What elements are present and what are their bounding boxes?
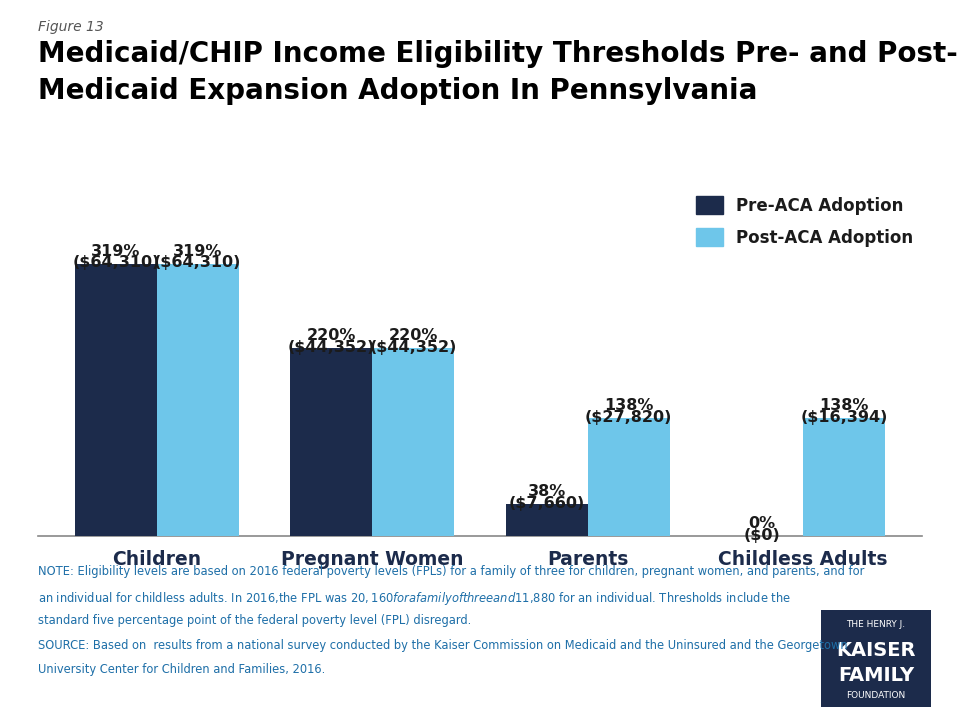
Text: 319%: 319% bbox=[91, 243, 140, 258]
Text: 138%: 138% bbox=[604, 398, 654, 413]
Bar bbox=[291, 348, 372, 536]
Bar bbox=[156, 264, 239, 536]
Bar bbox=[588, 418, 669, 536]
Text: standard five percentage point of the federal poverty level (FPL) disregard.: standard five percentage point of the fe… bbox=[38, 614, 471, 627]
Bar bbox=[75, 264, 156, 536]
Bar bbox=[372, 348, 454, 536]
Text: 0%: 0% bbox=[749, 516, 776, 531]
Text: ($7,660): ($7,660) bbox=[509, 496, 585, 510]
Text: 38%: 38% bbox=[528, 484, 565, 499]
Text: an individual for childless adults. In 2016,the FPL was $20,160 for a family of : an individual for childless adults. In 2… bbox=[38, 590, 792, 607]
Bar bbox=[506, 504, 588, 536]
Text: THE HENRY J.: THE HENRY J. bbox=[847, 619, 905, 629]
Text: ($64,310): ($64,310) bbox=[72, 256, 159, 271]
Text: ($44,352): ($44,352) bbox=[288, 340, 375, 355]
Text: FAMILY: FAMILY bbox=[838, 666, 914, 685]
Text: 220%: 220% bbox=[306, 328, 356, 343]
Text: 319%: 319% bbox=[173, 243, 223, 258]
Text: Medicaid/CHIP Income Eligibility Thresholds Pre- and Post-: Medicaid/CHIP Income Eligibility Thresho… bbox=[38, 40, 958, 68]
Text: KAISER: KAISER bbox=[836, 641, 916, 660]
Bar bbox=[804, 418, 885, 536]
Legend: Pre-ACA Adoption, Post-ACA Adoption: Pre-ACA Adoption, Post-ACA Adoption bbox=[696, 196, 913, 246]
Text: 220%: 220% bbox=[389, 328, 438, 343]
Text: Figure 13: Figure 13 bbox=[38, 20, 104, 34]
Text: 138%: 138% bbox=[820, 398, 869, 413]
Text: ($64,310): ($64,310) bbox=[155, 256, 242, 271]
Text: ($27,820): ($27,820) bbox=[585, 410, 672, 426]
Text: ($16,394): ($16,394) bbox=[801, 410, 888, 426]
Text: University Center for Children and Families, 2016.: University Center for Children and Famil… bbox=[38, 663, 325, 676]
Text: ($44,352): ($44,352) bbox=[370, 340, 457, 355]
Text: SOURCE: Based on  results from a national survey conducted by the Kaiser Commiss: SOURCE: Based on results from a national… bbox=[38, 639, 848, 652]
Text: Medicaid Expansion Adoption In Pennsylvania: Medicaid Expansion Adoption In Pennsylva… bbox=[38, 77, 757, 105]
Text: NOTE: Eligibility levels are based on 2016 federal poverty levels (FPLs) for a f: NOTE: Eligibility levels are based on 20… bbox=[38, 565, 865, 578]
Text: ($0): ($0) bbox=[744, 528, 780, 543]
Text: FOUNDATION: FOUNDATION bbox=[847, 690, 905, 700]
